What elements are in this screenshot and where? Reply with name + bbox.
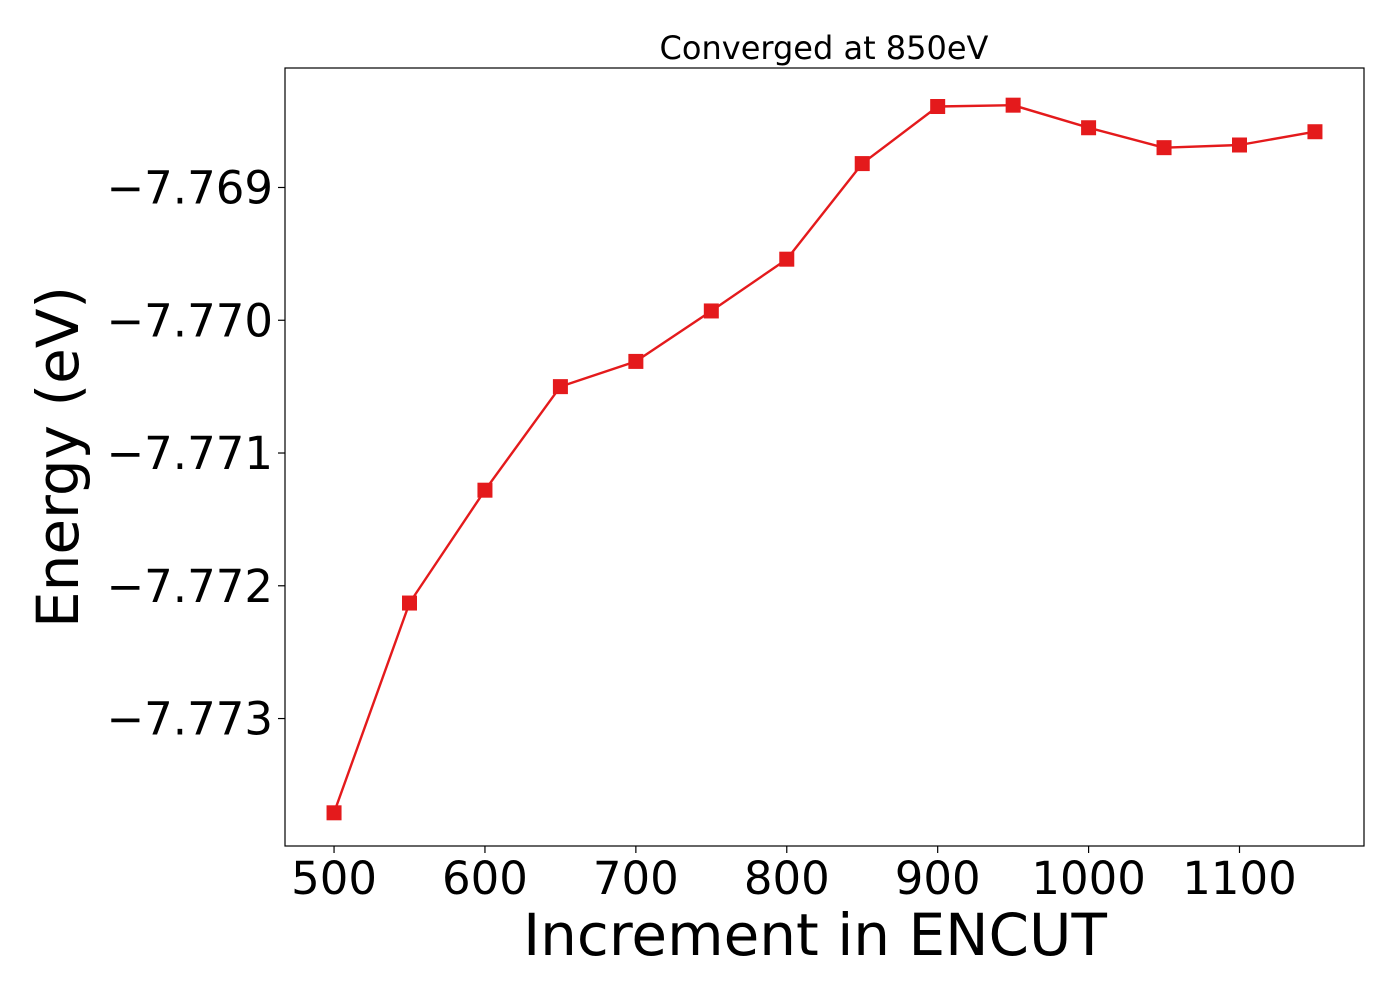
x-axis-label: Increment in ENCUT	[523, 901, 1107, 969]
x-tick-label: 600	[442, 852, 528, 905]
data-point-marker	[1307, 124, 1323, 140]
data-point-marker	[1156, 140, 1172, 156]
y-axis-ticks: −7.769 −7.770 −7.771 −7.772 −7.773	[106, 161, 285, 746]
x-tick-label: 1100	[1182, 852, 1297, 905]
data-point-marker	[628, 353, 644, 369]
data-point-marker	[854, 156, 870, 172]
data-point-marker	[402, 595, 417, 611]
data-point-marker	[1005, 97, 1021, 113]
x-tick-label: 1000	[1031, 852, 1146, 905]
series-layer	[326, 97, 1323, 821]
series-line	[332, 103, 1316, 814]
y-axis-label: Energy (eV)	[24, 286, 92, 628]
y-tick-label: −7.769	[106, 161, 273, 214]
data-point-marker	[930, 99, 946, 115]
plot-area	[284, 67, 1365, 847]
data-point-marker	[703, 303, 719, 319]
x-axis-ticks: 500 600 700 800 900 1000 1100	[291, 846, 1297, 905]
data-point-marker	[1232, 137, 1247, 153]
data-point-marker	[779, 251, 795, 267]
data-point-marker	[326, 805, 342, 821]
x-tick-label: 900	[895, 852, 981, 905]
chart-title: Converged at 850eV	[660, 29, 989, 67]
x-tick-label: 700	[593, 852, 679, 905]
y-tick-label: −7.773	[106, 693, 273, 746]
y-tick-label: −7.772	[106, 560, 273, 613]
data-point-marker	[1081, 120, 1097, 136]
x-tick-label: 500	[291, 852, 377, 905]
y-tick-label: −7.770	[106, 294, 273, 347]
y-tick-label: −7.771	[106, 427, 273, 480]
x-tick-label: 800	[744, 852, 830, 905]
data-point-marker	[552, 379, 568, 395]
data-point-marker	[477, 482, 493, 498]
